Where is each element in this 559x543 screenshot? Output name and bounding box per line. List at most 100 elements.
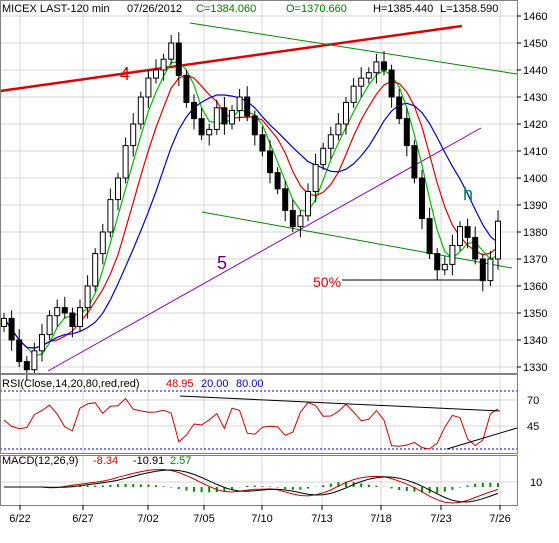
candlesticks [1, 32, 501, 381]
candle-body [61, 307, 68, 314]
candle-body [175, 42, 182, 76]
candle-body [236, 96, 243, 111]
candle-body [343, 101, 349, 125]
price-tick-label: 1360 [523, 281, 547, 293]
candle-body [381, 61, 387, 71]
price-tick-label: 1420 [523, 119, 547, 131]
candle-body [350, 85, 357, 103]
candle-body [168, 42, 175, 60]
candle-body [39, 334, 45, 352]
price-tick-label: 1390 [523, 200, 547, 212]
rsi-upper: 80.00 [236, 378, 264, 390]
candle-body [312, 164, 319, 192]
candle-body [259, 134, 266, 152]
candle-body [92, 253, 99, 287]
pattern-label-h: h [463, 184, 473, 204]
panel-frame [0, 0, 518, 374]
candle-body [426, 218, 433, 255]
candle-body [115, 177, 121, 201]
time-tick-label: 7/13 [311, 513, 332, 525]
candle-body [487, 258, 494, 282]
candle-body [365, 72, 372, 79]
rsi-value: 48.95 [166, 378, 194, 390]
price-tick-label: 1460 [523, 11, 547, 23]
rsi-line [3, 397, 499, 450]
candle-body [434, 253, 441, 271]
candle-body [130, 123, 137, 147]
candle-body [274, 172, 281, 190]
trendline-green-upper [189, 22, 518, 75]
candle-body [213, 107, 220, 130]
candle-body [472, 236, 479, 260]
candle-body [449, 245, 456, 265]
candle-body [244, 96, 251, 117]
price-tick-label: 1370 [523, 254, 547, 266]
candle-body [419, 177, 425, 219]
header-close: C=1384.060 [196, 3, 256, 15]
candle-body [388, 69, 395, 98]
candle-body [107, 199, 114, 233]
panel-frame [0, 374, 518, 454]
macd-histogram: 2.57 [170, 455, 191, 467]
candle-body [145, 77, 152, 98]
time-tick-label: 7/18 [370, 513, 391, 525]
candle-body [441, 263, 448, 271]
price-tick-label: 1440 [523, 65, 547, 77]
macd-line [4, 468, 499, 504]
price-tick-label: 1330 [523, 362, 547, 374]
time-tick-label: 6/27 [72, 513, 93, 525]
macd-signal-line [4, 469, 499, 503]
wave-label-5: 5 [217, 253, 227, 273]
candle-body [464, 226, 471, 238]
macd-value: -8.34 [93, 455, 118, 467]
moving-averages [3, 61, 499, 357]
price-tick-label: 1450 [523, 38, 547, 50]
candle-body [403, 118, 410, 147]
candle-body [99, 231, 106, 255]
candle-body [221, 107, 228, 125]
candle-body [289, 209, 296, 228]
macd-label: MACD(12,26,9) [2, 455, 78, 467]
candle-body [282, 188, 289, 211]
candle-body [396, 96, 403, 120]
candle-body [327, 134, 334, 149]
candle-body [457, 226, 463, 247]
candle-body [251, 115, 258, 136]
macd-tick-label: 10 [530, 477, 542, 489]
candle-body [77, 307, 83, 328]
header-open: O=1370.660 [286, 3, 347, 15]
candle-body [198, 118, 205, 136]
candle-body [358, 77, 365, 87]
candle-body [191, 101, 197, 120]
candle-body [373, 61, 380, 74]
candle-body [267, 150, 273, 174]
price-tick-label: 1430 [523, 92, 547, 104]
candle-body [183, 74, 190, 103]
time-tick-label: 7/23 [430, 513, 451, 525]
panel-frames [0, 0, 518, 506]
time-tick-label: 6/22 [9, 513, 30, 525]
trendline-red [0, 24, 463, 93]
trendline-green-lower [201, 211, 513, 269]
time-tick-label: 7/26 [489, 513, 510, 525]
header-low: L=1358.590 [440, 3, 498, 15]
macd-panel [4, 468, 499, 504]
rsi-lower: 20.00 [201, 378, 229, 390]
ma-green-line [3, 61, 499, 357]
rsi-tick-label: 45 [527, 421, 539, 433]
candle-body [305, 191, 311, 217]
candle-body [479, 258, 486, 282]
panel-frame [0, 455, 518, 506]
candle-body [206, 128, 213, 136]
price-tick-label: 1340 [523, 335, 547, 347]
candle-body [153, 69, 159, 79]
header-high: H=1385.440 [373, 3, 433, 15]
price-tick-label: 1400 [523, 173, 547, 185]
time-tick-label: 7/05 [193, 513, 214, 525]
candle-body [229, 110, 235, 125]
candle-body [16, 339, 23, 363]
rsi-trendline-upper [179, 395, 501, 412]
rsi-label: RSI(Close,14,20,80,red,red) [2, 378, 140, 390]
candle-body [137, 96, 144, 125]
